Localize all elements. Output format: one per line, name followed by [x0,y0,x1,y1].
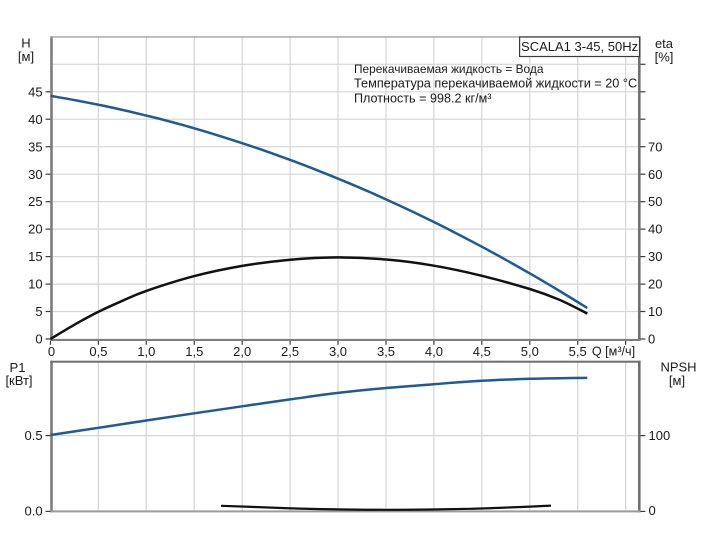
svg-text:0,5: 0,5 [89,344,107,359]
svg-text:0.0: 0.0 [25,504,43,519]
svg-text:40: 40 [648,222,662,237]
svg-text:1,0: 1,0 [137,344,155,359]
svg-text:[%]: [%] [655,50,674,65]
svg-text:Перекачиваемая жидкость = Вода: Перекачиваемая жидкость = Вода [354,62,544,76]
svg-text:1,5: 1,5 [185,344,203,359]
svg-text:SCALA1 3-45, 50Hz: SCALA1 3-45, 50Hz [521,39,638,54]
svg-text:3,5: 3,5 [377,344,395,359]
svg-text:0: 0 [35,332,42,347]
svg-text:15: 15 [28,249,42,264]
svg-text:Q [м³/ч]: Q [м³/ч] [592,345,635,359]
svg-text:3,0: 3,0 [329,344,347,359]
svg-text:20: 20 [648,277,662,292]
svg-text:100: 100 [649,428,671,443]
svg-text:2,0: 2,0 [233,344,251,359]
svg-text:40: 40 [28,112,42,127]
svg-text:[кВт]: [кВт] [5,373,32,388]
svg-text:30: 30 [28,167,42,182]
svg-text:NPSH: NPSH [660,359,696,374]
svg-text:10: 10 [648,304,662,319]
svg-text:0: 0 [648,332,655,347]
svg-text:0.5: 0.5 [25,428,43,443]
svg-text:0: 0 [48,344,55,359]
svg-text:45: 45 [28,84,42,99]
svg-text:35: 35 [28,139,42,154]
svg-text:60: 60 [648,167,662,182]
svg-text:30: 30 [648,249,662,264]
svg-text:5,0: 5,0 [521,344,539,359]
svg-text:20: 20 [28,222,42,237]
svg-text:4,0: 4,0 [425,344,443,359]
svg-text:50: 50 [648,194,662,209]
svg-text:70: 70 [648,139,662,154]
svg-text:0: 0 [649,503,656,518]
svg-text:5: 5 [35,304,42,319]
svg-text:4,5: 4,5 [473,344,491,359]
svg-text:5,5: 5,5 [569,344,587,359]
svg-text:H: H [21,35,30,50]
svg-text:[м]: [м] [669,373,685,388]
svg-text:2,5: 2,5 [281,344,299,359]
svg-text:10: 10 [28,277,42,292]
svg-text:eta: eta [655,36,674,51]
svg-text:25: 25 [28,194,42,209]
svg-text:Плотность = 998.2 кг/м³: Плотность = 998.2 кг/м³ [354,91,491,105]
svg-text:P1: P1 [10,360,26,375]
svg-text:Температура перекачиваемой жид: Температура перекачиваемой жидкости = 20… [354,77,637,91]
svg-text:[м]: [м] [18,49,34,64]
